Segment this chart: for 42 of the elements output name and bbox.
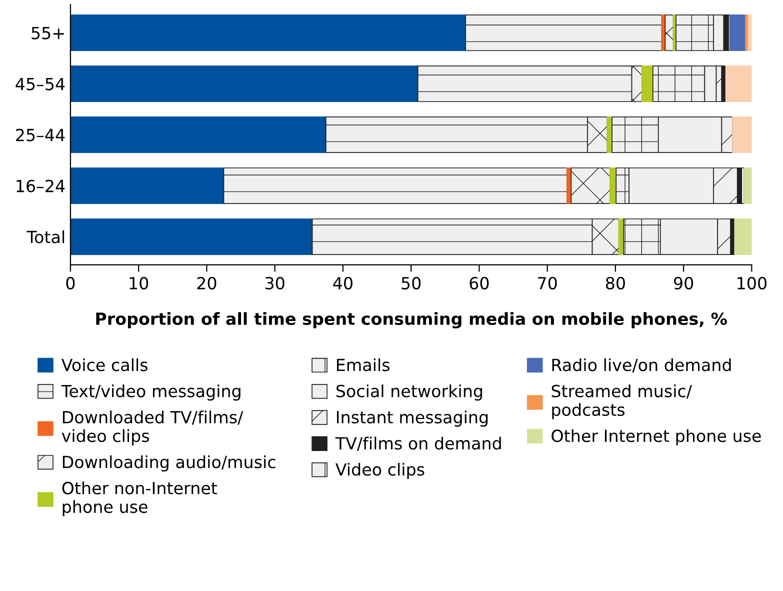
bar (744, 167, 752, 204)
x-tick-label: 80 (606, 276, 625, 290)
x-tick-label: 40 (333, 276, 352, 290)
legend-label: Radio live/on demand (552, 358, 731, 373)
x-tick-label: 90 (674, 276, 694, 290)
bar (725, 65, 752, 102)
bar (70, 116, 326, 154)
legend-label: Other non-Internet phone use (62, 482, 218, 516)
bar (70, 218, 313, 255)
x-tick-label: 100 (738, 276, 766, 290)
x-tick-label: 20 (197, 276, 216, 290)
legend-label: Text/video messaging (61, 384, 240, 401)
y-tick-label: 25–44 (16, 128, 65, 142)
bar (70, 167, 224, 204)
legend-label: Social networking (336, 384, 482, 401)
x-tick-label: 0 (66, 276, 75, 290)
bar (729, 14, 746, 52)
legend-label: Video clips (336, 462, 424, 479)
x-tick-label: 60 (470, 276, 489, 290)
y-tick-label: 45–54 (16, 78, 65, 90)
bar (734, 218, 752, 255)
bar (732, 116, 752, 154)
legend-label: Voice calls (61, 358, 148, 372)
bar (642, 65, 654, 102)
legend-label: Instant messaging (337, 410, 488, 427)
bar (70, 14, 466, 52)
y-tick-label: Total (26, 230, 64, 244)
x-tick-label: 70 (538, 276, 557, 290)
x-axis-title: Proportion of all time spent consuming media on mobile phones, % (96, 312, 727, 328)
y-tick-label: 16–24 (16, 180, 65, 192)
legend-label: Downloaded TV/films/ video clips (62, 410, 244, 446)
x-tick-label: 10 (130, 276, 148, 290)
legend-label: TV/films on demand (335, 436, 501, 451)
bar (748, 14, 752, 52)
x-tick-label: 50 (402, 276, 421, 290)
bar (70, 65, 418, 102)
legend-label: Downloading audio/music (62, 455, 276, 472)
legend-label: Streamed music/ podcasts (552, 384, 692, 420)
x-tick-label: 30 (266, 276, 284, 290)
legend-label: Other Internet phone use (552, 429, 761, 446)
y-tick-label: 55+ (32, 26, 64, 40)
legend-label: Emails (337, 358, 390, 372)
